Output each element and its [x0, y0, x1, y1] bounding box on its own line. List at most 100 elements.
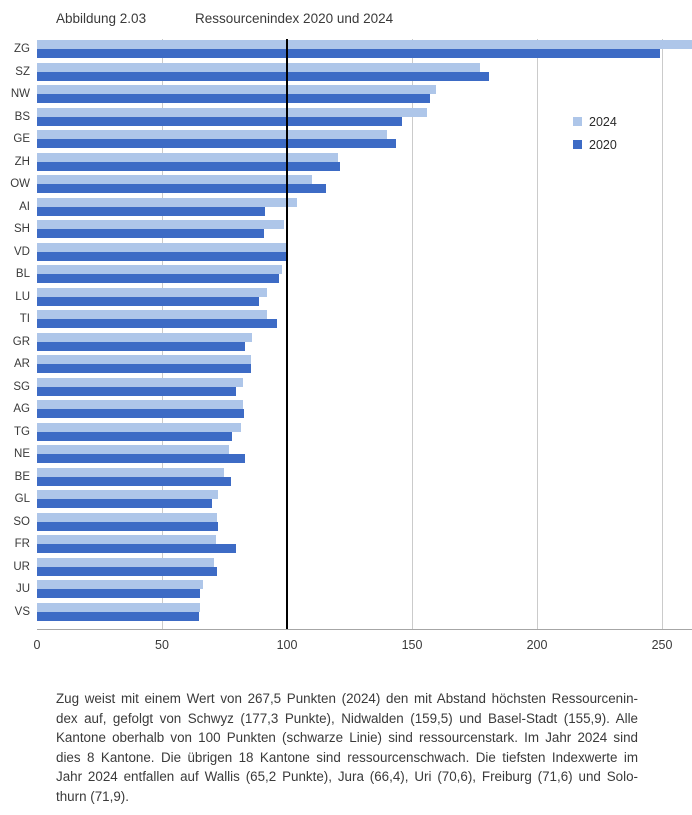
legend-label-2024: 2024	[589, 114, 617, 129]
gridline-250	[662, 39, 663, 629]
figure-caption: Zug weist mit einem Wert von 267,5 Punkt…	[56, 689, 638, 807]
y-axis-label-SH: SH	[14, 223, 30, 235]
bar-2024-LU	[37, 287, 267, 297]
caption-line: dies 8 Kantone. Die übrigen 18 Kantone s…	[56, 749, 638, 765]
bar-2020-ZG	[37, 49, 660, 59]
y-axis-label-GL: GL	[14, 493, 30, 505]
y-axis-label-SO: SO	[13, 515, 30, 528]
y-axis-label-FR: FR	[14, 538, 30, 550]
y-axis-label-LU: LU	[15, 290, 30, 303]
bar-2024-NW	[37, 85, 436, 94]
legend-label-2020: 2020	[589, 137, 617, 152]
figure-title: Ressourcenindex 2020 und 2024	[195, 11, 394, 26]
y-axis-label-JU: JU	[15, 583, 30, 595]
bar-2024-AR	[37, 355, 251, 364]
y-axis-label-GR: GR	[12, 335, 30, 348]
bar-2020-TG	[37, 431, 232, 441]
bar-2020-JU	[37, 589, 200, 599]
bar-2020-ZH	[37, 161, 340, 171]
y-axis-label-NW: NW	[10, 88, 30, 100]
bar-2020-VS	[37, 611, 200, 621]
gridline-150	[412, 39, 413, 629]
caption-line: Kantone oberhalb von 100 Punkten (schwar…	[56, 730, 638, 746]
bar-2020-OW	[37, 184, 326, 194]
y-axis-label-AI: AI	[19, 200, 30, 213]
bar-2024-AI	[37, 197, 297, 207]
bar-2020-AI	[37, 206, 265, 216]
caption-line: dex auf, gefolgt von Schwyz (177,3 Punkt…	[56, 710, 638, 726]
y-axis-label-VD: VD	[14, 245, 30, 258]
bar-2020-VD	[37, 251, 287, 261]
bar-2020-NE	[37, 454, 245, 464]
y-axis-label-OW: OW	[10, 178, 30, 190]
bar-2020-GE	[37, 139, 396, 149]
bar-2024-AG	[37, 400, 243, 409]
bar-2024-VS	[37, 602, 200, 612]
bar-2020-GR	[37, 341, 245, 351]
bar-2024-TI	[37, 310, 267, 319]
bar-2024-SG	[37, 377, 243, 387]
x-axis-tick-50: 50	[155, 638, 169, 652]
plot-area	[37, 39, 692, 630]
bar-2024-ZH	[37, 152, 338, 162]
caption-line: Jahr 2024 entfallen auf Wallis (65,2 Pun…	[56, 769, 638, 785]
bar-2024-UR	[37, 557, 214, 567]
bar-2020-SZ	[37, 71, 489, 81]
bar-2020-SG	[37, 386, 236, 396]
bar-2020-GL	[37, 499, 212, 509]
y-axis-label-SZ: SZ	[15, 65, 30, 78]
bar-2024-TG	[37, 422, 241, 432]
bar-2020-UR	[37, 566, 217, 576]
y-axis-label-UR: UR	[13, 560, 30, 573]
bar-2024-OW	[37, 175, 312, 184]
y-axis-label-SG: SG	[13, 380, 30, 393]
y-axis-label-NE: NE	[14, 448, 30, 460]
x-axis-tick-100: 100	[276, 638, 298, 652]
y-axis-label-AR: AR	[14, 358, 30, 370]
y-axis-label-BS: BS	[14, 110, 30, 123]
bar-2024-BE	[37, 467, 224, 477]
bar-2020-NW	[37, 94, 430, 104]
x-axis-tick-0: 0	[33, 638, 41, 652]
bar-2024-BL	[37, 265, 282, 274]
x-axis-tick-150: 150	[401, 638, 423, 652]
bar-2024-SZ	[37, 62, 481, 72]
chart-legend: 2024 2020	[573, 110, 617, 156]
bar-2020-SO	[37, 521, 218, 531]
figure-number: Abbildung 2.03	[56, 11, 147, 26]
y-axis-label-AG: AG	[13, 403, 30, 415]
gridline-200	[537, 39, 538, 629]
y-axis-label-VS: VS	[14, 605, 30, 618]
bar-2024-GR	[37, 332, 252, 342]
bar-2024-VD	[37, 242, 287, 252]
legend-item-2024: 2024	[573, 110, 617, 133]
bar-2020-BS	[37, 116, 402, 126]
legend-swatch-2020	[573, 140, 582, 149]
bar-2020-BL	[37, 274, 279, 284]
legend-item-2020: 2020	[573, 133, 617, 156]
bar-2024-JU	[37, 580, 203, 589]
bar-2020-AR	[37, 364, 251, 374]
bar-2024-SH	[37, 220, 284, 229]
y-axis-label-TG: TG	[14, 425, 30, 438]
bar-2024-NE	[37, 445, 229, 454]
bar-2024-SO	[37, 512, 217, 522]
bar-2020-BE	[37, 476, 231, 486]
x-axis-tick-200: 200	[526, 638, 548, 652]
y-axis-label-TI: TI	[19, 313, 30, 325]
bar-2024-GE	[37, 130, 387, 139]
bar-2024-BS	[37, 107, 427, 117]
bar-2020-TI	[37, 319, 277, 329]
bar-2020-AG	[37, 409, 244, 419]
bar-2024-GL	[37, 490, 218, 499]
bar-2024-ZG	[37, 40, 692, 49]
x-axis-tick-250: 250	[651, 638, 673, 652]
caption-line: thurn (71,9).	[56, 788, 129, 804]
caption-line: Zug weist mit einem Wert von 267,5 Punkt…	[56, 691, 638, 706]
legend-swatch-2024	[573, 117, 582, 126]
y-axis-label-ZH: ZH	[14, 155, 30, 168]
y-axis-label-BE: BE	[14, 470, 30, 483]
y-axis-label-ZG: ZG	[14, 43, 30, 55]
bar-2020-SH	[37, 229, 264, 239]
